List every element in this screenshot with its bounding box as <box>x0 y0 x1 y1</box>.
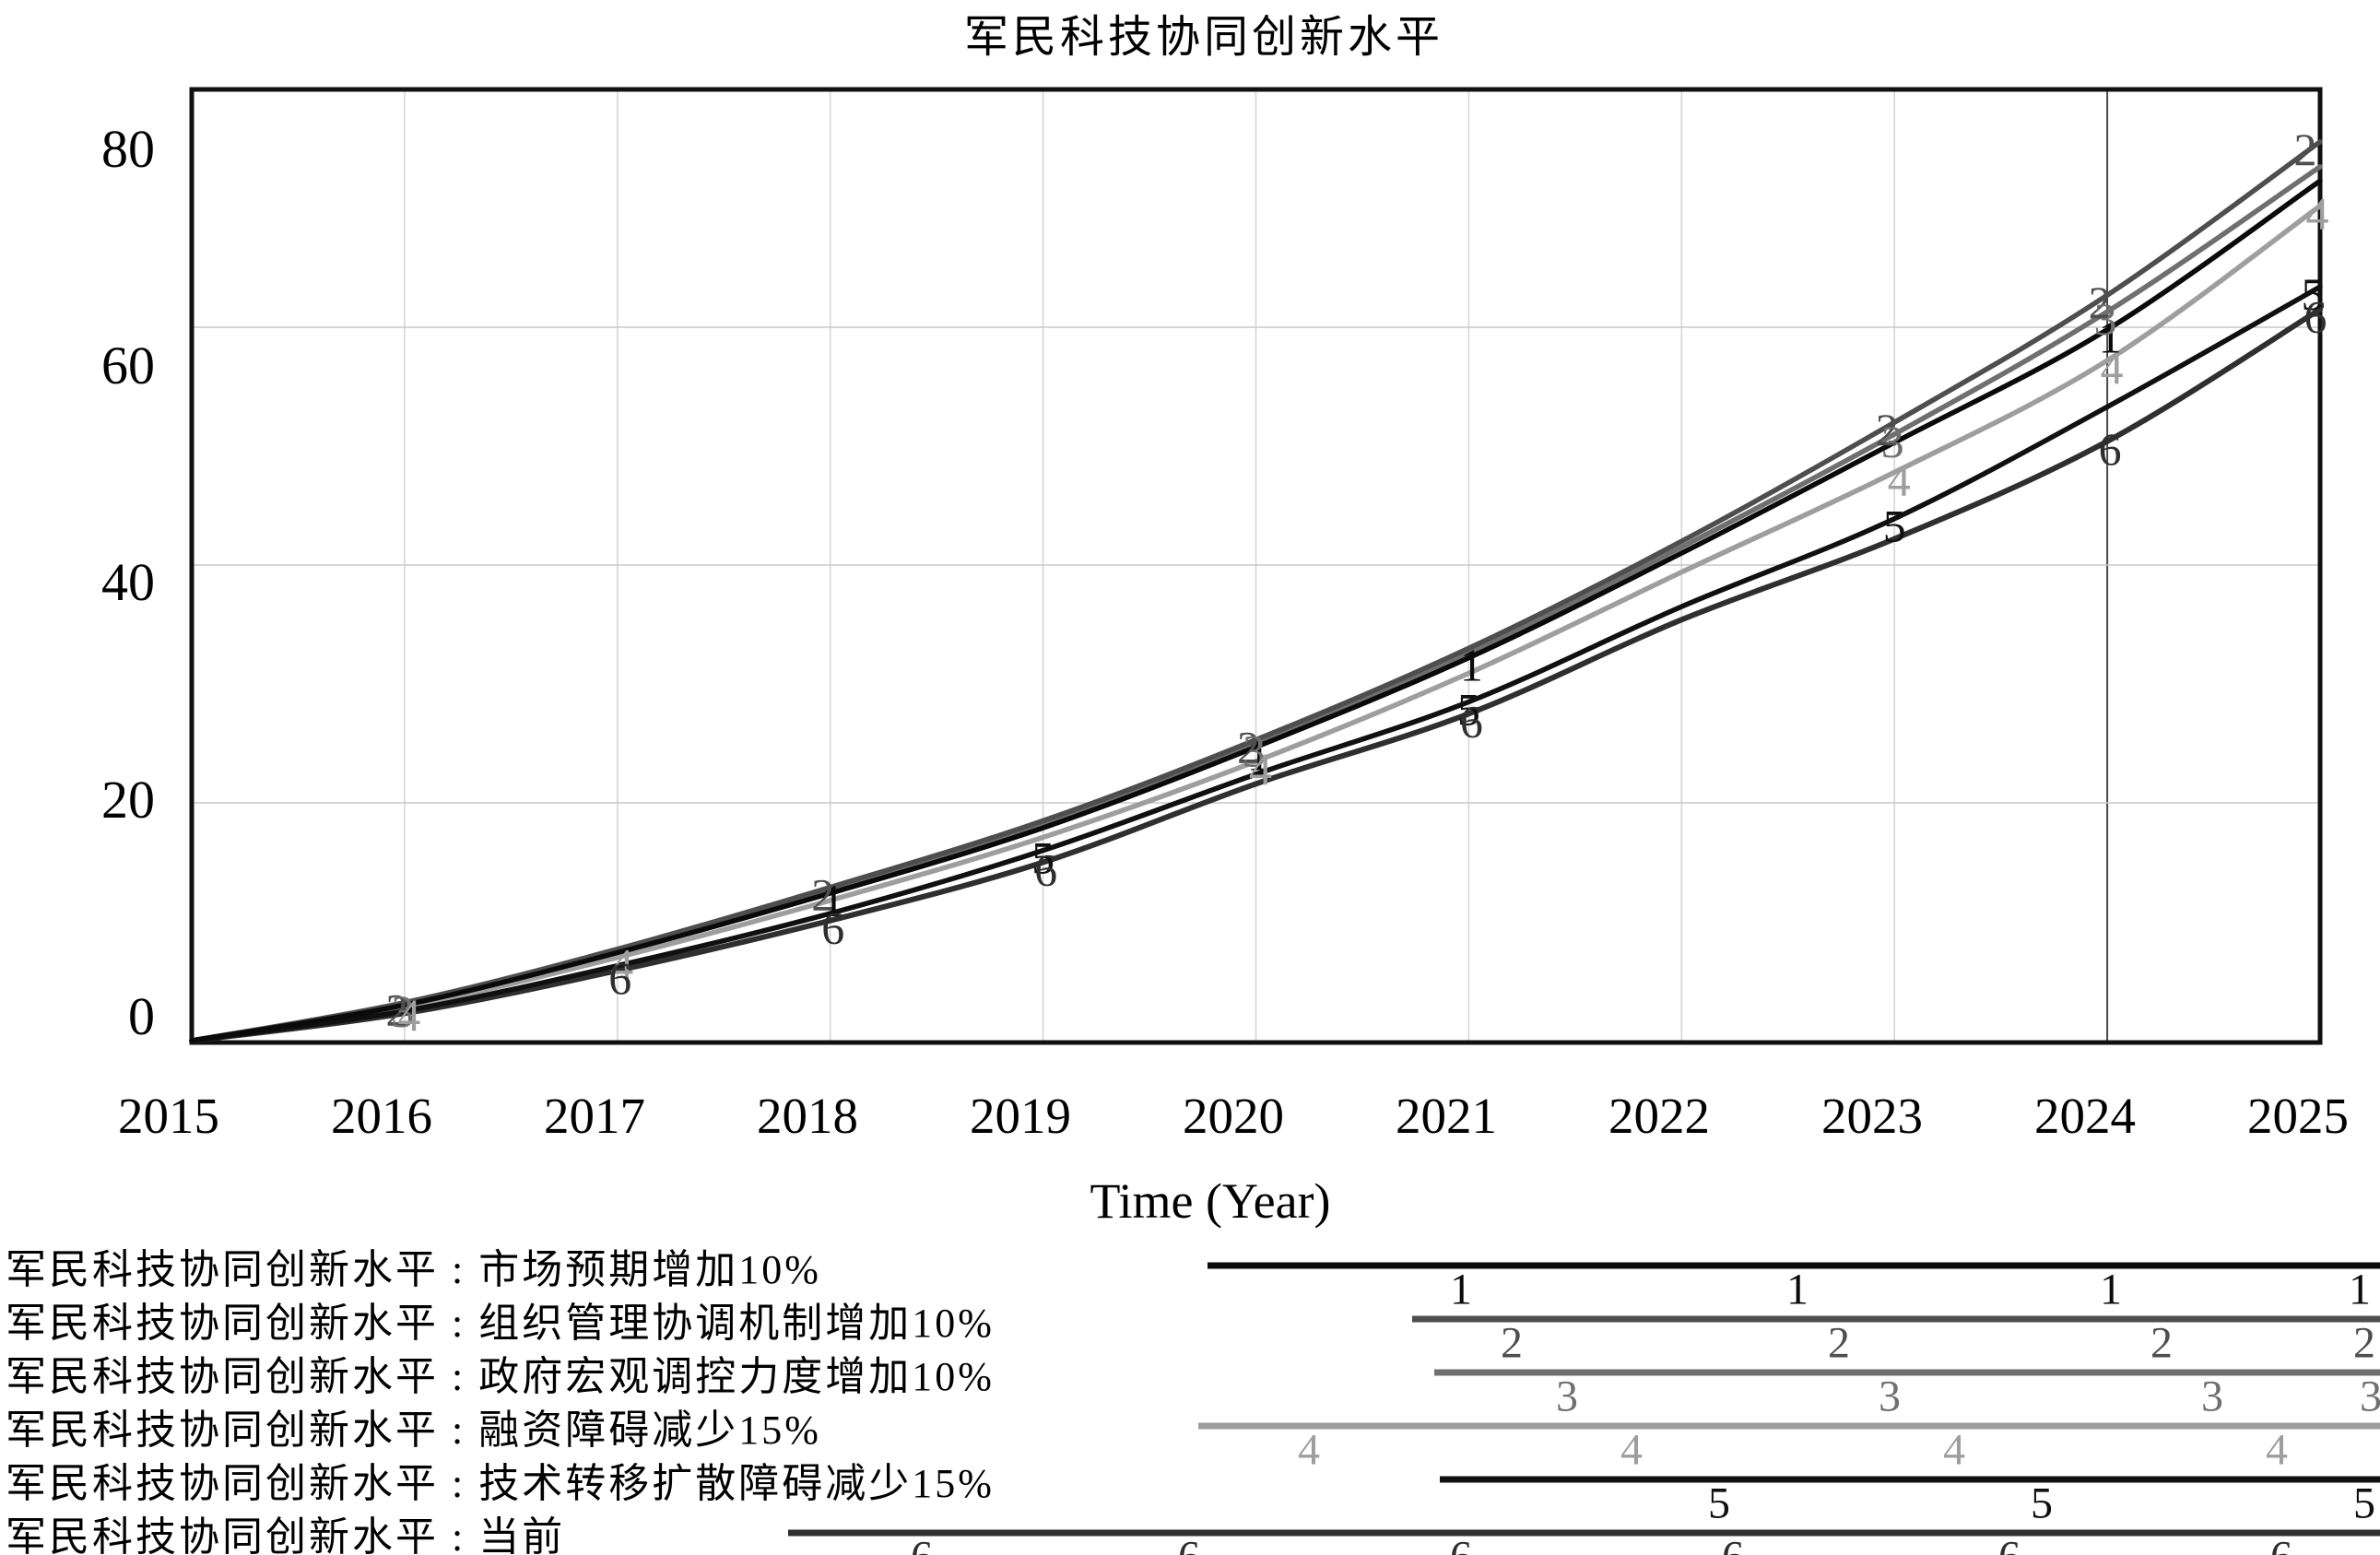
legend-label-4: 军民科技协同创新水平 : 融资障碍减少15% <box>6 1408 821 1453</box>
series-marker-label-2: 2 <box>1876 404 1899 455</box>
x-axis-tick-label: 2021 <box>1396 1088 1497 1144</box>
legend-marker-label-4: 4 <box>1298 1426 1320 1475</box>
series-marker-label-1: 1 <box>2099 312 2122 363</box>
series-marker-label-6: 6 <box>821 902 844 954</box>
series-marker-label-3: 3 <box>2094 293 2117 345</box>
series-marker-label-6: 6 <box>608 952 631 1004</box>
series-marker-label-4: 4 <box>610 939 633 991</box>
series-marker-label-1: 1 <box>1460 640 1483 691</box>
legend-marker-label-6: 6 <box>1722 1533 1744 1555</box>
series-marker-label-3: 3 <box>391 985 414 1037</box>
x-axis-tick-label: 2018 <box>757 1088 858 1144</box>
x-axis-tick-label: 2025 <box>2247 1088 2349 1144</box>
series-marker-label-4: 4 <box>2101 342 2124 394</box>
series-marker-label-6: 6 <box>2099 423 2122 475</box>
legend-marker-label-4: 4 <box>2266 1426 2288 1475</box>
x-axis-title: Time (Year) <box>1090 1173 1331 1229</box>
series-marker-label-2: 2 <box>811 869 834 921</box>
legend-marker-label-3: 3 <box>1556 1372 1578 1421</box>
series-marker-label-6: 6 <box>1034 844 1057 896</box>
series-marker-label-4: 4 <box>2306 187 2329 239</box>
series-line-4 <box>189 203 2323 1043</box>
x-axis-tick-label: 2022 <box>1608 1088 1710 1144</box>
legend-marker-label-4: 4 <box>1943 1426 1965 1475</box>
series-marker-label-1: 1 <box>1247 728 1270 780</box>
legend-label-5: 军民科技协同创新水平 : 技术转移扩散障碍减少15% <box>6 1461 995 1506</box>
y-axis-tick-label: 80 <box>101 119 155 179</box>
x-axis-tick-label: 2023 <box>1821 1088 1923 1144</box>
x-axis-tick-label: 2017 <box>544 1088 645 1144</box>
series-marker-label-6: 6 <box>1460 695 1483 747</box>
legend-label-2: 军民科技协同创新水平 : 组织管理协调机制增加10% <box>6 1301 995 1346</box>
series-marker-label-4: 4 <box>1888 454 1911 505</box>
series-line-1 <box>189 178 2323 1043</box>
legend-marker-label-5: 5 <box>1708 1479 1730 1528</box>
legend-marker-label-1: 1 <box>2100 1266 2122 1314</box>
x-axis-tick-label: 2016 <box>331 1088 432 1144</box>
series-marker-label-2: 2 <box>2089 277 2112 328</box>
series-marker-label-3: 3 <box>1881 416 1904 467</box>
legend-marker-label-1: 1 <box>1450 1266 1472 1314</box>
legend-marker-label-3: 3 <box>2201 1372 2223 1421</box>
series-marker-label-5: 5 <box>1031 832 1055 884</box>
series-marker-label-2: 2 <box>385 984 408 1036</box>
series-line-5 <box>189 284 2323 1043</box>
legend-marker-label-6: 6 <box>1450 1533 1472 1555</box>
legend-marker-label-2: 2 <box>2353 1319 2375 1368</box>
series-marker-label-3: 3 <box>1243 725 1266 777</box>
series-marker-label-5: 5 <box>1457 683 1480 735</box>
legend-marker-label-4: 4 <box>1620 1426 1643 1475</box>
legend-label-1: 军民科技协同创新水平 : 市场预期增加10% <box>6 1247 821 1292</box>
legend-label-6: 军民科技协同创新水平 : 当前 <box>6 1514 566 1555</box>
x-axis-tick-label: 2015 <box>118 1088 219 1144</box>
series-marker-label-2: 2 <box>1237 722 1260 773</box>
series-marker-label-1: 1 <box>821 875 844 926</box>
x-axis-tick-label: 2020 <box>1183 1088 1284 1144</box>
series-marker-label-5: 5 <box>2302 268 2325 320</box>
y-axis-tick-label: 40 <box>101 552 155 612</box>
legend-marker-label-1: 1 <box>1786 1266 1809 1314</box>
legend-marker-label-3: 3 <box>1879 1372 1901 1421</box>
y-axis-tick-label: 60 <box>101 336 155 395</box>
series-marker-label-4: 4 <box>1249 743 1272 795</box>
legend-marker-label-6: 6 <box>1178 1533 1200 1555</box>
legend-marker-label-6: 6 <box>911 1533 933 1555</box>
series-marker-label-6: 6 <box>2304 291 2327 343</box>
legend-marker-label-3: 3 <box>2360 1372 2380 1421</box>
legend-marker-label-6: 6 <box>2270 1533 2292 1555</box>
series-marker-label-4: 4 <box>397 989 420 1041</box>
x-axis-tick-label: 2019 <box>970 1088 1071 1144</box>
series-line-2 <box>189 139 2323 1043</box>
legend-marker-label-5: 5 <box>2353 1479 2375 1528</box>
legend-marker-label-2: 2 <box>2150 1319 2173 1368</box>
y-axis-tick-label: 20 <box>101 770 155 830</box>
series-marker-label-5: 5 <box>1883 501 1906 552</box>
legend-marker-label-2: 2 <box>1828 1319 1850 1368</box>
legend-marker-label-5: 5 <box>2031 1479 2053 1528</box>
series-line-6 <box>189 306 2323 1043</box>
y-axis-tick-label: 0 <box>128 986 155 1046</box>
series-marker-label-2: 2 <box>2294 124 2317 175</box>
legend-marker-label-1: 1 <box>2349 1266 2371 1314</box>
x-axis-tick-label: 2024 <box>2034 1088 2136 1144</box>
plot-frame <box>189 87 2323 1045</box>
chart-title: 军民科技协同创新水平 <box>963 13 1443 62</box>
legend-marker-label-6: 6 <box>1998 1533 2021 1555</box>
legend-label-3: 军民科技协同创新水平 : 政府宏观调控力度增加10% <box>6 1354 995 1399</box>
legend-marker-label-2: 2 <box>1501 1319 1523 1368</box>
